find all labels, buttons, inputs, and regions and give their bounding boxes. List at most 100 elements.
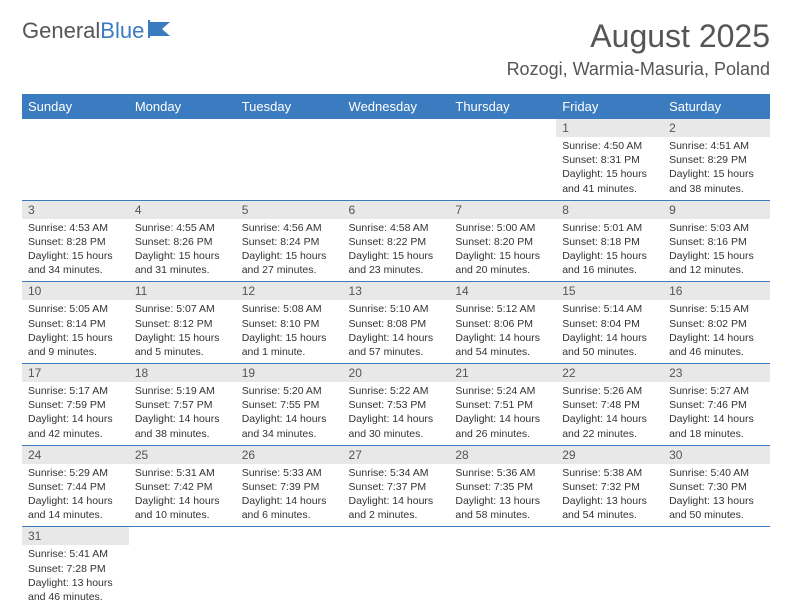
calendar-cell: 11Sunrise: 5:07 AMSunset: 8:12 PMDayligh… xyxy=(129,282,236,364)
day-number: 16 xyxy=(663,282,770,300)
logo-flag-icon xyxy=(148,18,174,44)
daylight-text: Daylight: 14 hours xyxy=(669,331,764,345)
sunrise-text: Sunrise: 4:55 AM xyxy=(135,221,230,235)
daylight-text: and 26 minutes. xyxy=(455,427,550,441)
daylight-text: and 34 minutes. xyxy=(28,263,123,277)
daylight-text: Daylight: 13 hours xyxy=(669,494,764,508)
sunset-text: Sunset: 7:57 PM xyxy=(135,398,230,412)
sunrise-text: Sunrise: 5:03 AM xyxy=(669,221,764,235)
sunset-text: Sunset: 7:37 PM xyxy=(349,480,444,494)
sunset-text: Sunset: 8:02 PM xyxy=(669,317,764,331)
sunset-text: Sunset: 8:24 PM xyxy=(242,235,337,249)
calendar-row: 31Sunrise: 5:41 AMSunset: 7:28 PMDayligh… xyxy=(22,527,770,608)
daylight-text: and 54 minutes. xyxy=(562,508,657,522)
day-details: Sunrise: 4:58 AMSunset: 8:22 PMDaylight:… xyxy=(343,219,450,282)
sunset-text: Sunset: 7:55 PM xyxy=(242,398,337,412)
calendar-cell: 8 Sunrise: 5:01 AMSunset: 8:18 PMDaylight… xyxy=(556,200,663,282)
daylight-text: and 50 minutes. xyxy=(562,345,657,359)
calendar-cell: 25Sunrise: 5:31 AMSunset: 7:42 PMDayligh… xyxy=(129,445,236,527)
day-number: 26 xyxy=(236,446,343,464)
sunset-text: Sunset: 8:26 PM xyxy=(135,235,230,249)
day-number: 8 xyxy=(556,201,663,219)
day-details: Sunrise: 4:51 AMSunset: 8:29 PMDaylight:… xyxy=(663,137,770,200)
sunrise-text: Sunrise: 5:22 AM xyxy=(349,384,444,398)
daylight-text: Daylight: 15 hours xyxy=(562,167,657,181)
daylight-text: and 46 minutes. xyxy=(28,590,123,604)
daylight-text: Daylight: 14 hours xyxy=(135,412,230,426)
day-number: 4 xyxy=(129,201,236,219)
day-details: Sunrise: 5:22 AMSunset: 7:53 PMDaylight:… xyxy=(343,382,450,445)
daylight-text: and 54 minutes. xyxy=(455,345,550,359)
sunrise-text: Sunrise: 5:10 AM xyxy=(349,302,444,316)
sunrise-text: Sunrise: 4:58 AM xyxy=(349,221,444,235)
daylight-text: Daylight: 15 hours xyxy=(455,249,550,263)
day-number: 13 xyxy=(343,282,450,300)
daylight-text: and 14 minutes. xyxy=(28,508,123,522)
daylight-text: and 20 minutes. xyxy=(455,263,550,277)
day-details: Sunrise: 4:53 AMSunset: 8:28 PMDaylight:… xyxy=(22,219,129,282)
daylight-text: Daylight: 14 hours xyxy=(242,494,337,508)
day-details: Sunrise: 5:17 AMSunset: 7:59 PMDaylight:… xyxy=(22,382,129,445)
day-number: 29 xyxy=(556,446,663,464)
calendar-cell: 30Sunrise: 5:40 AMSunset: 7:30 PMDayligh… xyxy=(663,445,770,527)
calendar-cell: 15Sunrise: 5:14 AMSunset: 8:04 PMDayligh… xyxy=(556,282,663,364)
calendar-cell xyxy=(343,527,450,608)
day-number: 18 xyxy=(129,364,236,382)
sunrise-text: Sunrise: 5:01 AM xyxy=(562,221,657,235)
day-number: 19 xyxy=(236,364,343,382)
day-details: Sunrise: 5:12 AMSunset: 8:06 PMDaylight:… xyxy=(449,300,556,363)
sunset-text: Sunset: 7:35 PM xyxy=(455,480,550,494)
title-block: August 2025 Rozogi, Warmia-Masuria, Pola… xyxy=(507,18,770,80)
sunset-text: Sunset: 8:04 PM xyxy=(562,317,657,331)
daylight-text: and 38 minutes. xyxy=(669,182,764,196)
daylight-text: and 30 minutes. xyxy=(349,427,444,441)
sunrise-text: Sunrise: 5:12 AM xyxy=(455,302,550,316)
day-number: 9 xyxy=(663,201,770,219)
daylight-text: and 12 minutes. xyxy=(669,263,764,277)
daylight-text: Daylight: 15 hours xyxy=(562,249,657,263)
daylight-text: and 27 minutes. xyxy=(242,263,337,277)
sunset-text: Sunset: 8:18 PM xyxy=(562,235,657,249)
sunset-text: Sunset: 8:14 PM xyxy=(28,317,123,331)
calendar-cell: 31Sunrise: 5:41 AMSunset: 7:28 PMDayligh… xyxy=(22,527,129,608)
logo-text-general: General xyxy=(22,18,100,44)
daylight-text: Daylight: 15 hours xyxy=(242,249,337,263)
daylight-text: Daylight: 15 hours xyxy=(135,331,230,345)
daylight-text: Daylight: 15 hours xyxy=(28,249,123,263)
day-details: Sunrise: 5:34 AMSunset: 7:37 PMDaylight:… xyxy=(343,464,450,527)
sunset-text: Sunset: 8:22 PM xyxy=(349,235,444,249)
day-number: 28 xyxy=(449,446,556,464)
sunset-text: Sunset: 8:28 PM xyxy=(28,235,123,249)
calendar-cell: 1Sunrise: 4:50 AMSunset: 8:31 PMDaylight… xyxy=(556,119,663,200)
sunset-text: Sunset: 8:10 PM xyxy=(242,317,337,331)
daylight-text: Daylight: 15 hours xyxy=(135,249,230,263)
calendar-cell: 12Sunrise: 5:08 AMSunset: 8:10 PMDayligh… xyxy=(236,282,343,364)
day-details: Sunrise: 5:40 AMSunset: 7:30 PMDaylight:… xyxy=(663,464,770,527)
calendar-cell: 19Sunrise: 5:20 AMSunset: 7:55 PMDayligh… xyxy=(236,364,343,446)
calendar-row: 1Sunrise: 4:50 AMSunset: 8:31 PMDaylight… xyxy=(22,119,770,200)
calendar-cell: 18Sunrise: 5:19 AMSunset: 7:57 PMDayligh… xyxy=(129,364,236,446)
calendar-cell: 28Sunrise: 5:36 AMSunset: 7:35 PMDayligh… xyxy=(449,445,556,527)
calendar-cell: 4Sunrise: 4:55 AMSunset: 8:26 PMDaylight… xyxy=(129,200,236,282)
day-number: 3 xyxy=(22,201,129,219)
day-details: Sunrise: 5:07 AMSunset: 8:12 PMDaylight:… xyxy=(129,300,236,363)
calendar-cell xyxy=(129,527,236,608)
daylight-text: Daylight: 14 hours xyxy=(349,494,444,508)
calendar-row: 10Sunrise: 5:05 AMSunset: 8:14 PMDayligh… xyxy=(22,282,770,364)
sunset-text: Sunset: 7:39 PM xyxy=(242,480,337,494)
daylight-text: Daylight: 14 hours xyxy=(562,412,657,426)
calendar-cell: 16Sunrise: 5:15 AMSunset: 8:02 PMDayligh… xyxy=(663,282,770,364)
daylight-text: Daylight: 14 hours xyxy=(455,412,550,426)
calendar-row: 3Sunrise: 4:53 AMSunset: 8:28 PMDaylight… xyxy=(22,200,770,282)
day-number: 24 xyxy=(22,446,129,464)
daylight-text: and 31 minutes. xyxy=(135,263,230,277)
calendar-cell: 24Sunrise: 5:29 AMSunset: 7:44 PMDayligh… xyxy=(22,445,129,527)
day-details: Sunrise: 5:29 AMSunset: 7:44 PMDaylight:… xyxy=(22,464,129,527)
day-details: Sunrise: 4:55 AMSunset: 8:26 PMDaylight:… xyxy=(129,219,236,282)
calendar-row: 24Sunrise: 5:29 AMSunset: 7:44 PMDayligh… xyxy=(22,445,770,527)
sunset-text: Sunset: 8:31 PM xyxy=(562,153,657,167)
calendar-cell: 29Sunrise: 5:38 AMSunset: 7:32 PMDayligh… xyxy=(556,445,663,527)
daylight-text: and 16 minutes. xyxy=(562,263,657,277)
day-details: Sunrise: 5:31 AMSunset: 7:42 PMDaylight:… xyxy=(129,464,236,527)
daylight-text: Daylight: 14 hours xyxy=(562,331,657,345)
